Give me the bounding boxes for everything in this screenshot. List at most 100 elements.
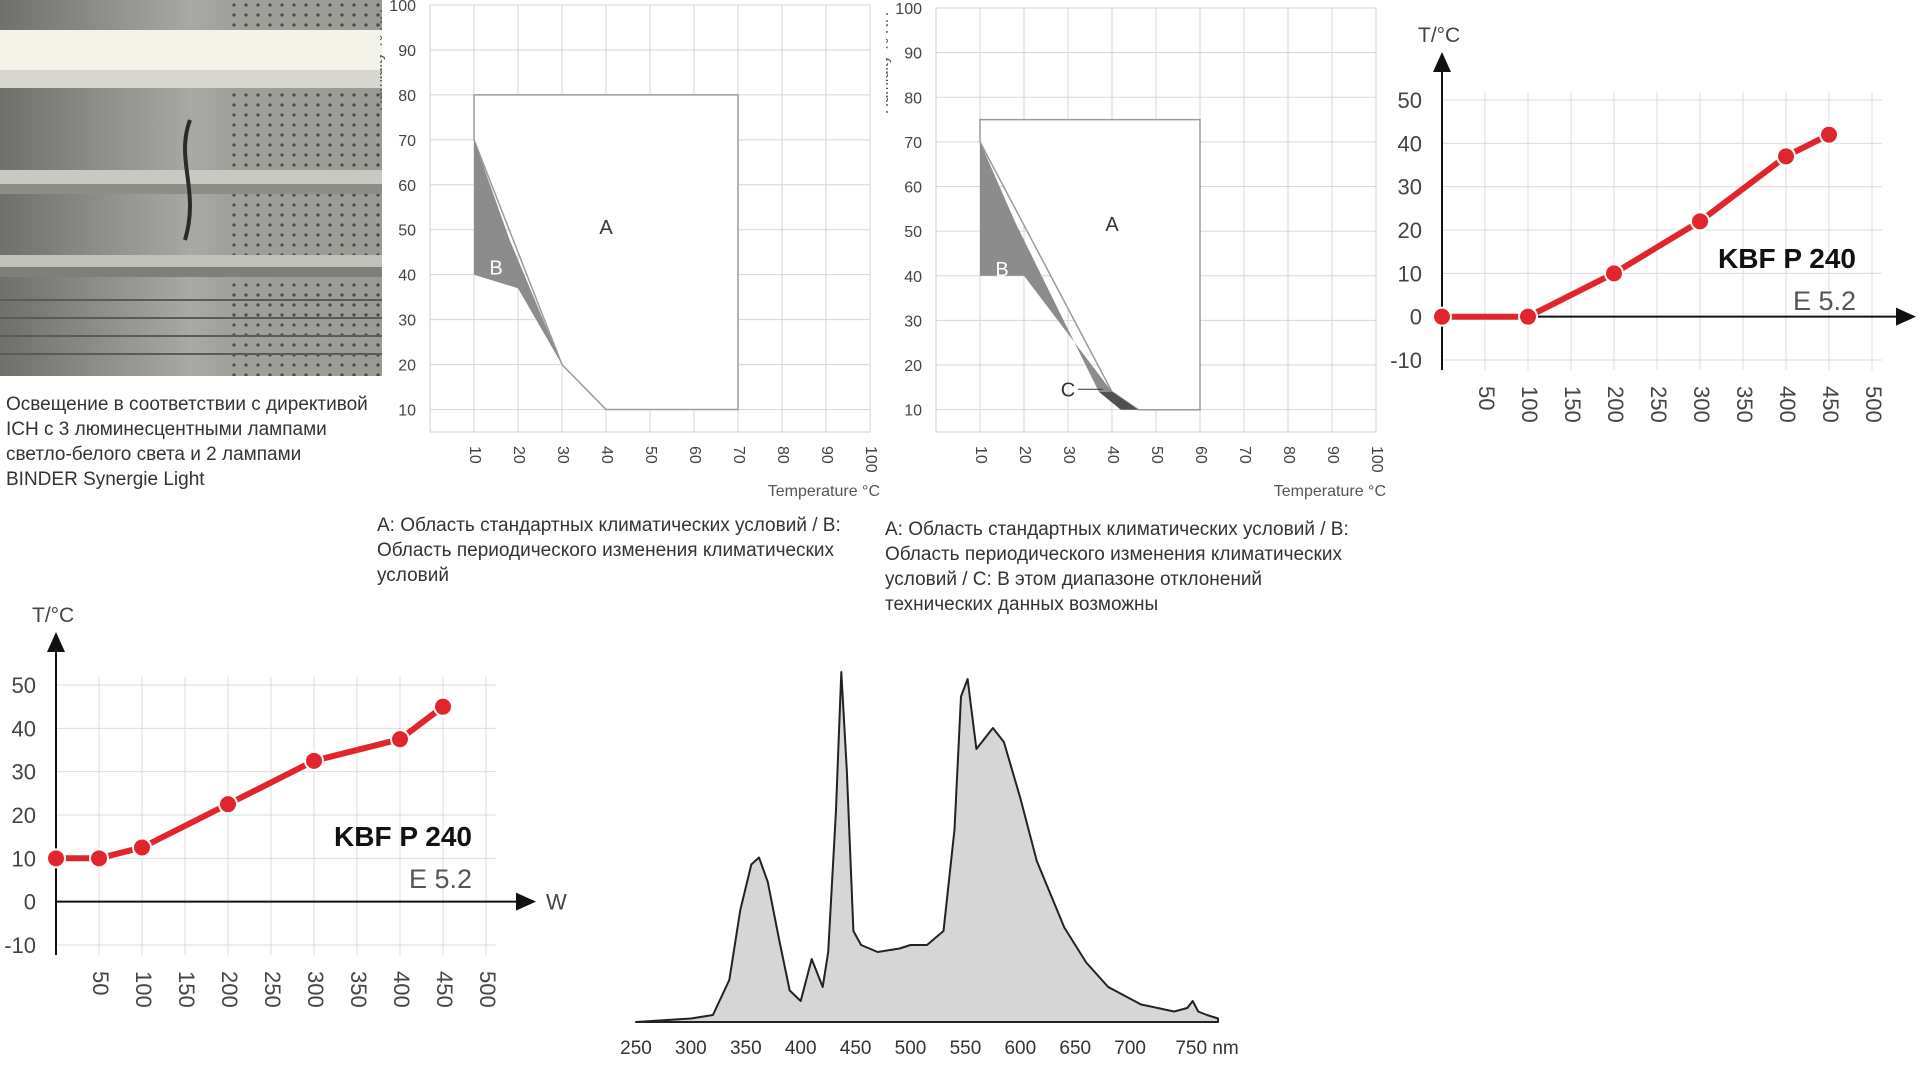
x-tick-label: 550 [950,1038,982,1059]
x-tick-label: 90 [1324,446,1341,464]
y-tick-label: 80 [904,90,922,107]
x-axis-title: W [546,890,567,915]
climate-caption-line: A: Область стандартных климатических усл… [377,515,841,536]
x-tick-label: 600 [1004,1038,1036,1059]
data-point [1776,146,1796,167]
x-tick-label: 100 [1368,446,1385,473]
x-tick-label: 450 [432,971,457,1008]
x-tick-label: 350 [730,1038,762,1059]
chamber-photo [0,0,382,376]
x-tick-label: 500 [475,971,500,1008]
y-tick-label: 70 [398,133,416,150]
climate-chart-1: A B 10 20 30 40 50 60 70 80 90 100 10 20 30 40 50 60 70 80 9… [380,0,880,500]
y-tick-label: 20 [1398,218,1422,243]
y-tick-label: 40 [904,269,922,286]
data-point [1819,124,1839,145]
x-tick-label: 80 [1280,446,1297,464]
climate-caption-line: Область периодического изменения климати… [885,544,1342,565]
x-tick-label: 70 [1236,446,1253,464]
y-tick-label: 50 [904,224,922,241]
x-tick-label: 650 [1059,1038,1091,1059]
x-axis-title: Temperature °C [1274,483,1386,500]
climate-caption-2: A: Область стандартных климатических усл… [885,517,1349,617]
y-tick-label: 40 [1398,131,1422,156]
region-label-a: A [1105,214,1119,236]
y-tick-label: 40 [398,268,416,285]
climate-chart-2: A B C 10 20 30 40 50 60 70 80 90 100 10 20 30 40 50 60 70 80… [886,1,1386,500]
y-tick-label: 80 [398,88,416,105]
y-tick-label: 30 [12,760,36,785]
x-tick-label: 200 [1603,386,1628,423]
y-tick-label: 0 [24,890,36,915]
data-point [1690,211,1710,232]
x-tick-label: 40 [598,446,615,464]
region-b [474,139,562,365]
chart-subtitle: E 5.2 [409,864,472,894]
data-point [1432,306,1452,327]
x-tick-label: 80 [774,446,791,464]
y-tick-label: 30 [904,313,922,330]
series-line [1442,132,1831,320]
x-tick-label: 700 [1114,1038,1146,1059]
y-axis-title: T/°C [1418,24,1460,47]
photo-caption-line: ICH с 3 люминесцентными лампами [6,419,327,440]
x-tick-label: 250 [260,971,285,1008]
data-point [433,696,453,717]
data-point [1604,263,1624,284]
x-axis-arrow [516,892,536,911]
region-label-c: C [1061,379,1075,401]
x-tick-label: 450 [1818,386,1843,423]
photo-caption-line: светло-белого света и 2 лампами [6,444,302,465]
x-tick-label: 10 [466,446,483,464]
y-tick-label: 50 [398,223,416,240]
x-tick-label: 30 [554,446,571,464]
data-point [46,848,66,869]
x-axis-title: Temperature °C [768,483,880,500]
y-tick-label: 30 [1398,175,1422,200]
y-tick-label: 90 [398,43,416,60]
y-tick-label: 50 [1398,88,1422,113]
x-tick-label: 100 [1517,386,1542,423]
y-tick-label: 100 [389,0,416,15]
y-tick-label: 70 [904,135,922,152]
y-tick-label: 10 [398,403,416,420]
y-tick-label: 60 [904,180,922,197]
x-tick-label: 40 [1104,446,1121,464]
y-tick-label: 40 [12,716,36,741]
chart-title: KBF P 240 [334,821,472,852]
x-tick-label: 50 [1474,386,1499,410]
x-tick-label: 250 [1646,386,1671,423]
region-label-a: A [599,217,613,239]
x-tick-label: 150 [1560,386,1585,423]
y-tick-label: 50 [12,673,36,698]
x-tick-label: 10 [972,446,989,464]
x-tick-label: 500 [1861,386,1886,423]
y-tick-label: -10 [4,933,36,958]
x-tick-label: 500 [895,1038,927,1059]
chamber-photo-art [0,0,382,376]
y-tick-label: 30 [398,313,416,330]
y-tick-label: 100 [895,1,922,18]
data-point [218,794,238,815]
y-axis-arrow [1433,52,1451,72]
climate-caption-1: A: Область стандартных климатических усл… [377,513,841,588]
photo-caption: Освещение в соответствии с директивой IC… [6,392,368,492]
x-tick-label: 400 [389,971,414,1008]
x-tick-label: 450 [840,1038,872,1059]
region-label-b: B [489,258,502,280]
x-tick-label: 250 [620,1038,652,1059]
x-tick-label: 100 [131,971,156,1008]
x-tick-label: 60 [1192,446,1209,464]
climate-caption-line: условий / C: В этом диапазоне отклонений [885,569,1263,590]
y-tick-label: 60 [398,178,416,195]
chart-subtitle: E 5.2 [1793,286,1856,316]
x-axis-arrow [1896,307,1916,326]
x-tick-label: 60 [686,446,703,464]
x-tick-label: 350 [346,971,371,1008]
climate-caption-line: условий [377,565,449,586]
x-tick-label: 750 nm [1175,1038,1238,1059]
data-point [89,848,109,869]
region-c [1098,391,1139,410]
